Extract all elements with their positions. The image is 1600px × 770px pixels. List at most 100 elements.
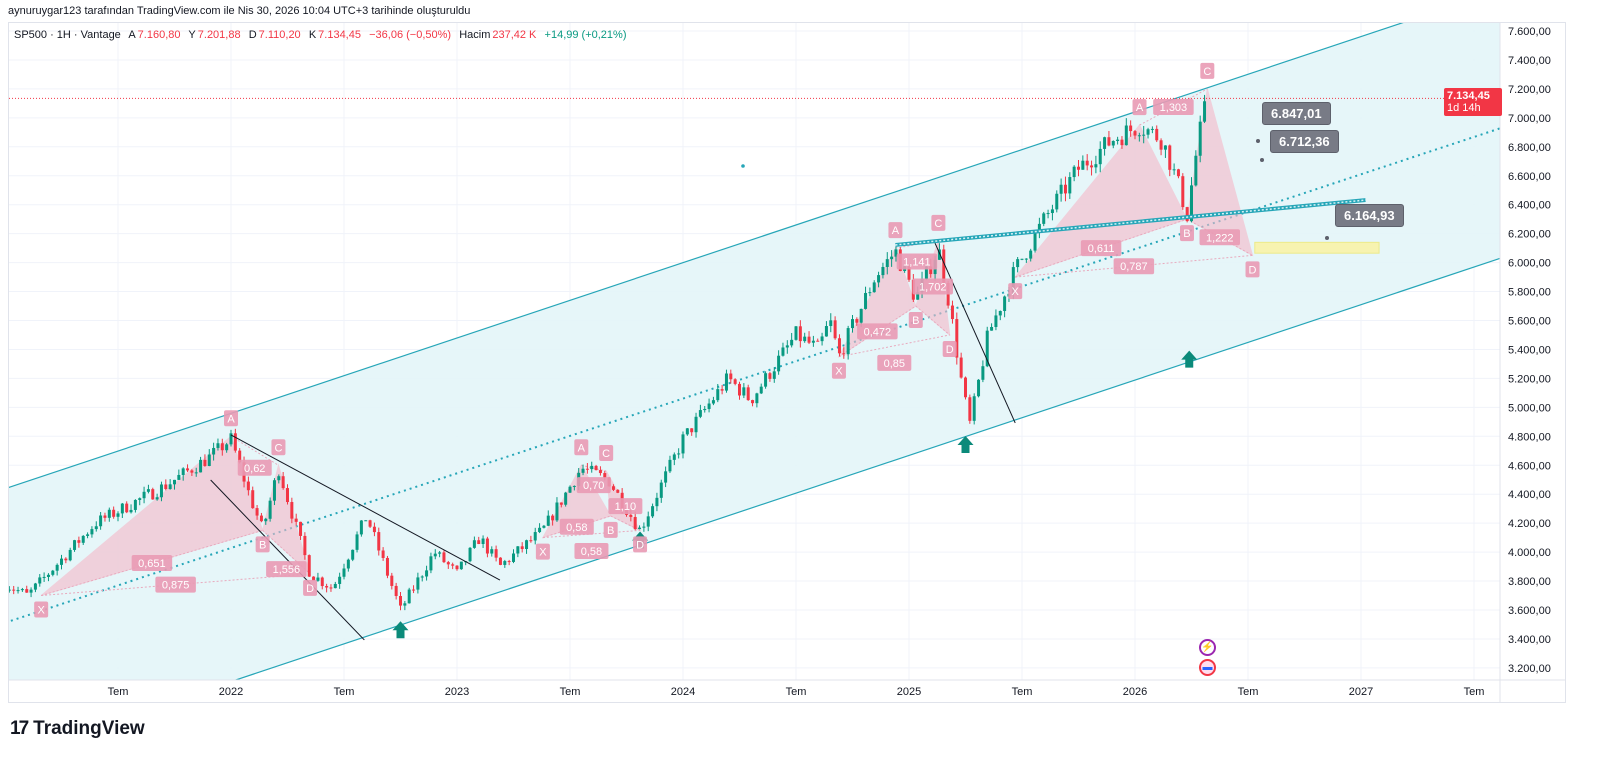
candle-body [155, 497, 159, 500]
pattern-ratio-label: 1,141 [903, 257, 931, 269]
candle-body [525, 540, 529, 550]
candle-body [38, 577, 42, 584]
pattern-ratio-label: 1,303 [1160, 102, 1188, 114]
high-value: 7.201,88 [197, 29, 241, 41]
candle-body [772, 371, 776, 379]
candle-body [238, 450, 242, 463]
candle-body [1063, 184, 1067, 194]
candle-body [233, 433, 237, 451]
candle-body [416, 577, 420, 590]
price-callout-1[interactable]: 6.847,01 [1262, 102, 1331, 125]
candle-body [20, 589, 24, 591]
candle-body [116, 513, 120, 517]
x-tick-label: 2027 [1349, 686, 1373, 698]
pattern-ratio-line [1139, 88, 1208, 126]
tradingview-logo[interactable]: 17 TradingView [10, 718, 145, 740]
pattern-point-badge [908, 312, 923, 329]
price-callout-3[interactable]: 6.164,93 [1335, 204, 1404, 227]
y-tick-label: 3.200,00 [1508, 663, 1551, 675]
candle-body [798, 326, 802, 342]
candle-body [759, 386, 763, 394]
last-price-value: 7.134,45 [1447, 90, 1490, 102]
symbol-name[interactable]: SP500 · 1H · Vantage [14, 29, 121, 41]
candle-body [385, 557, 389, 576]
candle-body [94, 526, 98, 530]
price-callout-2[interactable]: 6.712,36 [1270, 130, 1339, 153]
candle-body [494, 549, 498, 558]
pattern-ratio-line [610, 515, 641, 531]
candle-body [1098, 148, 1102, 165]
chart-pane[interactable] [8, 22, 1566, 703]
y-tick-label: 4.200,00 [1508, 518, 1551, 530]
y-tick-label: 6.600,00 [1508, 171, 1551, 183]
logo-text: TradingView [33, 718, 145, 739]
candle-body [1029, 250, 1033, 259]
pattern-ratio-badge [896, 253, 938, 270]
pattern-point-label: A [1136, 102, 1144, 114]
candle-body [251, 490, 255, 509]
open-label: A [128, 29, 136, 41]
pattern-ratio-badge [1153, 98, 1194, 115]
pattern-point-label: C [934, 218, 942, 230]
candle-body [1055, 193, 1059, 210]
pattern-point-badge [271, 439, 286, 456]
candle-body [646, 516, 650, 527]
pattern-ratio-badge [131, 554, 173, 571]
pattern-ratio-label: 1,222 [1206, 232, 1234, 244]
candle-body [1046, 213, 1050, 215]
y-tick-label: 7.000,00 [1508, 113, 1551, 125]
candle-body [377, 532, 381, 551]
candle-body [990, 327, 994, 331]
candle-body [829, 320, 833, 327]
candle-body [894, 249, 898, 257]
us-flag-event-icon[interactable]: ▬ [1199, 659, 1216, 676]
y-tick-label: 7.600,00 [1508, 26, 1551, 38]
candle-body [1198, 121, 1202, 156]
candle-body [346, 559, 350, 569]
candle-body [1024, 258, 1028, 260]
pattern-point-badge [888, 222, 903, 239]
candle-body [1190, 185, 1193, 222]
candle-body [1142, 134, 1146, 136]
lightning-event-icon[interactable]: ⚡ [1199, 639, 1216, 656]
candle-body [138, 498, 142, 500]
candle-body [394, 585, 398, 597]
candle-body [1103, 137, 1107, 149]
candle-body [1150, 128, 1154, 130]
y-tick-label: 5.800,00 [1508, 287, 1551, 299]
pattern-ratio-badge [1080, 240, 1122, 257]
candle-body [611, 486, 615, 490]
y-tick-label: 4.400,00 [1508, 489, 1551, 501]
candle-body [672, 454, 676, 460]
candle-body [1181, 176, 1185, 208]
candle-body [503, 561, 507, 565]
candle-body [29, 589, 33, 593]
candle-body [764, 373, 768, 387]
y-tick-label: 6.400,00 [1508, 200, 1551, 212]
pattern-ratio-badge [237, 459, 272, 476]
candle-body [1016, 259, 1020, 268]
low-label: D [248, 29, 257, 41]
candle-body [498, 557, 502, 565]
candle-body [268, 500, 272, 519]
x-tick-label: Tem [334, 686, 355, 698]
candle-body [551, 515, 555, 521]
candle-body [507, 561, 511, 563]
marker-dot [741, 164, 745, 168]
candle-body [133, 499, 137, 510]
candle-body [1120, 139, 1124, 146]
pattern-point-label: D [1249, 264, 1257, 276]
candle-body [1176, 169, 1180, 177]
pattern-ratio-line [915, 305, 951, 336]
candle-body [929, 266, 933, 275]
candle-body [568, 486, 572, 493]
candle-body [1203, 101, 1207, 122]
candle-body [433, 553, 437, 557]
candle-body [768, 373, 772, 379]
candle-body [81, 535, 85, 543]
candle-body [46, 574, 50, 577]
pattern-point-badge [633, 536, 648, 553]
callout-anchor [1325, 236, 1329, 240]
candle-body [959, 357, 963, 378]
